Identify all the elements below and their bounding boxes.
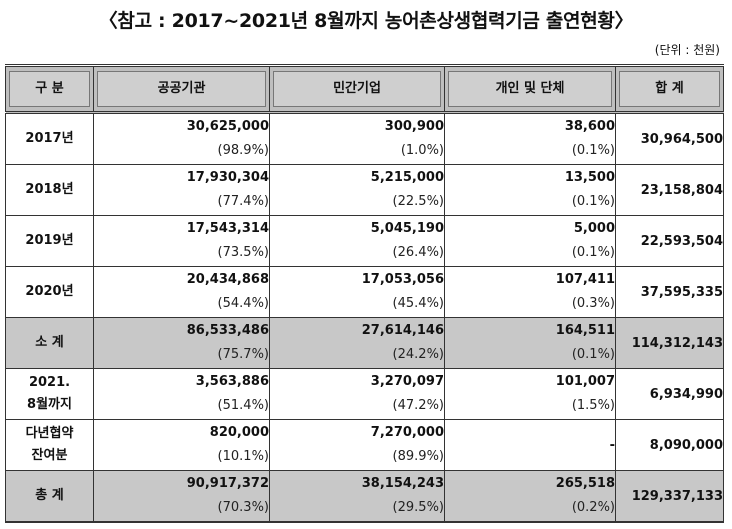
public-cell: 30,625,000 (98.9%) bbox=[93, 112, 270, 165]
individual-cell: 265,518 (0.2%) bbox=[444, 470, 616, 523]
table-row: 2019년 17,543,314 (73.5%) 5,045,190 (26.4%)… bbox=[5, 215, 724, 267]
total-cell: 37,595,335 bbox=[615, 266, 724, 318]
total-cell: 8,090,000 bbox=[615, 419, 724, 471]
individual-cell: 101,007 (1.5%) bbox=[444, 368, 616, 420]
individual-cell: 107,411 (0.3%) bbox=[444, 266, 616, 318]
header-private: 민간기업 bbox=[269, 64, 445, 114]
funding-table: 구 분 공공기관 민간기업 개인 및 단체 합 계 2017년 30,625,0… bbox=[5, 64, 724, 523]
total-cell: 129,337,133 bbox=[615, 470, 724, 523]
row-label: 2018년 bbox=[5, 164, 94, 216]
unit-note: (단위 : 천원) bbox=[654, 43, 720, 57]
individual-cell: - bbox=[444, 419, 616, 471]
private-cell: 3,270,097 (47.2%) bbox=[269, 368, 445, 420]
header-row: 구 분 공공기관 민간기업 개인 및 단체 합 계 bbox=[5, 64, 724, 114]
public-cell: 17,543,314 (73.5%) bbox=[93, 215, 270, 267]
header-total: 합 계 bbox=[615, 64, 724, 114]
private-cell: 27,614,146 (24.2%) bbox=[269, 317, 445, 369]
row-label: 다년협약 잔여분 bbox=[5, 419, 94, 471]
public-cell: 820,000 (10.1%) bbox=[93, 419, 270, 471]
public-cell: 17,930,304 (77.4%) bbox=[93, 164, 270, 216]
public-cell: 3,563,886 (51.4%) bbox=[93, 368, 270, 420]
page-title: 〈참고 : 2017~2021년 8월까지 농어촌상생협력기금 출연현황〉 bbox=[98, 10, 634, 32]
header-individual: 개인 및 단체 bbox=[444, 64, 616, 114]
total-cell: 22,593,504 bbox=[615, 215, 724, 267]
table-row: 다년협약 잔여분 820,000 (10.1%) 7,270,000 (89.9%) … bbox=[5, 419, 724, 471]
subtotal-row: 소 계 86,533,486 (75.7%) 27,614,146 (24.2%) … bbox=[5, 317, 724, 369]
table-row: 2017년 30,625,000 (98.9%) 300,900 (1.0%) 38… bbox=[5, 112, 724, 165]
private-cell: 5,215,000 (22.5%) bbox=[269, 164, 445, 216]
grand-total-row: 총 계 90,917,372 (70.3%) 38,154,243 (29.5%) … bbox=[5, 470, 724, 523]
public-cell: 20,434,868 (54.4%) bbox=[93, 266, 270, 318]
public-cell: 86,533,486 (75.7%) bbox=[93, 317, 270, 369]
table-row: 2021. 8월까지 3,563,886 (51.4%) 3,270,097 (47.… bbox=[5, 368, 724, 420]
private-cell: 300,900 (1.0%) bbox=[269, 112, 445, 165]
row-label: 2020년 bbox=[5, 266, 94, 318]
total-cell: 114,312,143 bbox=[615, 317, 724, 369]
row-label: 2021. 8월까지 bbox=[5, 368, 94, 420]
row-label: 소 계 bbox=[5, 317, 94, 369]
individual-cell: 38,600 (0.1%) bbox=[444, 112, 616, 165]
public-cell: 90,917,372 (70.3%) bbox=[93, 470, 270, 523]
row-label: 2017년 bbox=[5, 112, 94, 165]
row-label: 총 계 bbox=[5, 470, 94, 523]
total-cell: 23,158,804 bbox=[615, 164, 724, 216]
table-row: 2018년 17,930,304 (77.4%) 5,215,000 (22.5%)… bbox=[5, 164, 724, 216]
header-category: 구 분 bbox=[5, 64, 94, 114]
individual-cell: 164,511 (0.1%) bbox=[444, 317, 616, 369]
individual-cell: 5,000 (0.1%) bbox=[444, 215, 616, 267]
private-cell: 17,053,056 (45.4%) bbox=[269, 266, 445, 318]
header-public: 공공기관 bbox=[93, 64, 270, 114]
table-row: 2020년 20,434,868 (54.4%) 17,053,056 (45.4%… bbox=[5, 266, 724, 318]
private-cell: 7,270,000 (89.9%) bbox=[269, 419, 445, 471]
total-cell: 6,934,990 bbox=[615, 368, 724, 420]
total-cell: 30,964,500 bbox=[615, 112, 724, 165]
row-label: 2019년 bbox=[5, 215, 94, 267]
private-cell: 5,045,190 (26.4%) bbox=[269, 215, 445, 267]
individual-cell: 13,500 (0.1%) bbox=[444, 164, 616, 216]
private-cell: 38,154,243 (29.5%) bbox=[269, 470, 445, 523]
